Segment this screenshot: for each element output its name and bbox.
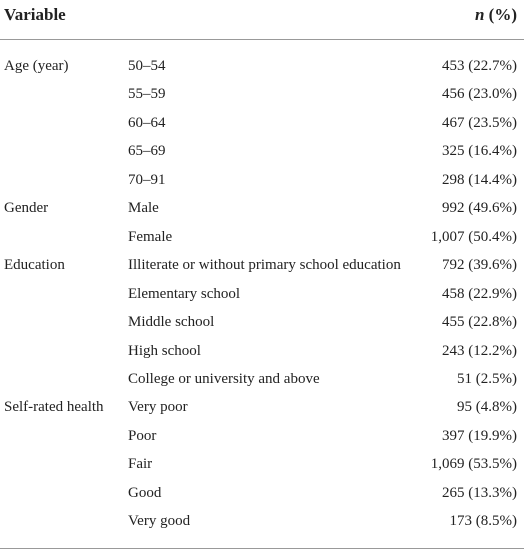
category-label: Elementary school <box>128 285 241 302</box>
group-label: Age (year) <box>4 58 69 74</box>
header-n-symbol: n <box>474 5 485 24</box>
count-percent: 325 (16.4%) <box>442 143 517 160</box>
category-label: 70–91 <box>128 171 166 188</box>
count-percent: 397 (19.9%) <box>442 427 517 444</box>
header-rule <box>0 39 524 40</box>
category-label: High school <box>128 342 201 359</box>
count-percent: 992 (49.6%) <box>442 200 517 217</box>
group-label: Self-rated health <box>4 399 104 416</box>
category-label: Fair <box>128 456 153 473</box>
count-percent: 467 (23.5%) <box>442 114 517 131</box>
bottom-rule <box>0 548 524 549</box>
group-label: Gender <box>4 200 49 217</box>
category-label: Very good <box>128 513 191 530</box>
count-percent: 1,069 (53.5%) <box>430 456 517 473</box>
count-percent: 1,007 (50.4%) <box>430 228 517 245</box>
count-percent: 95 (4.8%) <box>457 399 517 416</box>
category-label: Female <box>128 228 173 245</box>
category-label: 50–54 <box>128 58 166 74</box>
count-percent: 456 (23.0%) <box>442 86 517 103</box>
count-percent: 455 (22.8%) <box>442 314 517 331</box>
count-percent: 265 (13.3%) <box>442 484 517 501</box>
count-percent: 173 (8.5%) <box>449 513 518 530</box>
group-label: Education <box>4 257 65 274</box>
category-label: Good <box>128 484 162 501</box>
category-label: Male <box>128 200 159 217</box>
category-label: Very poor <box>128 399 188 416</box>
category-label: College or university and above <box>128 370 320 387</box>
category-label: 60–64 <box>128 114 166 131</box>
header-percent: (%) <box>488 5 517 24</box>
count-percent: 792 (39.6%) <box>442 257 517 274</box>
count-percent: 243 (12.2%) <box>442 342 517 359</box>
count-percent: 453 (22.7%) <box>442 58 517 74</box>
header-variable: Variable <box>4 5 66 24</box>
category-label: Middle school <box>128 314 215 331</box>
category-label: 55–59 <box>128 86 166 103</box>
count-percent: 458 (22.9%) <box>442 285 517 302</box>
category-label: Poor <box>128 427 157 444</box>
category-label: 65–69 <box>128 143 166 160</box>
header-n: n (%) <box>475 4 517 26</box>
category-label: Illiterate or without primary school edu… <box>128 257 401 274</box>
count-percent: 298 (14.4%) <box>442 171 517 188</box>
count-percent: 51 (2.5%) <box>457 370 517 387</box>
